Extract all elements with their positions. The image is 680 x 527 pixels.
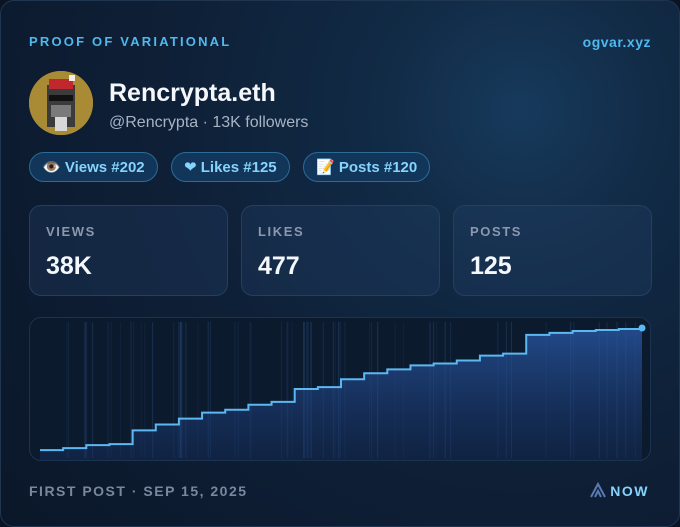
brand: PROOF OF VARIATIONAL [29,34,232,49]
stat-value: 477 [258,252,300,280]
chart-panel [29,317,651,461]
area [40,328,642,460]
profile-handle: @Rencrypta · 13K followers [109,114,309,131]
stat-label: POSTS [470,224,523,239]
logo-icon [590,481,606,498]
badge[interactable]: 📝 Posts #120 [303,152,431,182]
chart [40,322,646,460]
avatar-art [29,71,93,135]
site-link[interactable]: ogvar.xyz [582,34,651,50]
line [40,327,643,452]
stat-card: LIKES 477 [241,205,440,296]
stat-card: VIEWS 38K [29,205,228,296]
stat-label: LIKES [258,224,305,239]
profile-name: Rencrypta.eth [109,79,276,107]
first-post: FIRST POST · SEP 15, 2025 [29,483,248,499]
stat-value: 38K [46,252,92,280]
badge[interactable]: ❤ Likes #125 [171,152,290,182]
end-dot [638,324,646,332]
stat-label: VIEWS [46,224,96,239]
badge[interactable]: 👁️ Views #202 [29,152,158,182]
stat-card: POSTS 125 [453,205,652,296]
avatar [29,71,93,135]
now-label: NOW [610,483,649,499]
stat-value: 125 [470,252,512,280]
